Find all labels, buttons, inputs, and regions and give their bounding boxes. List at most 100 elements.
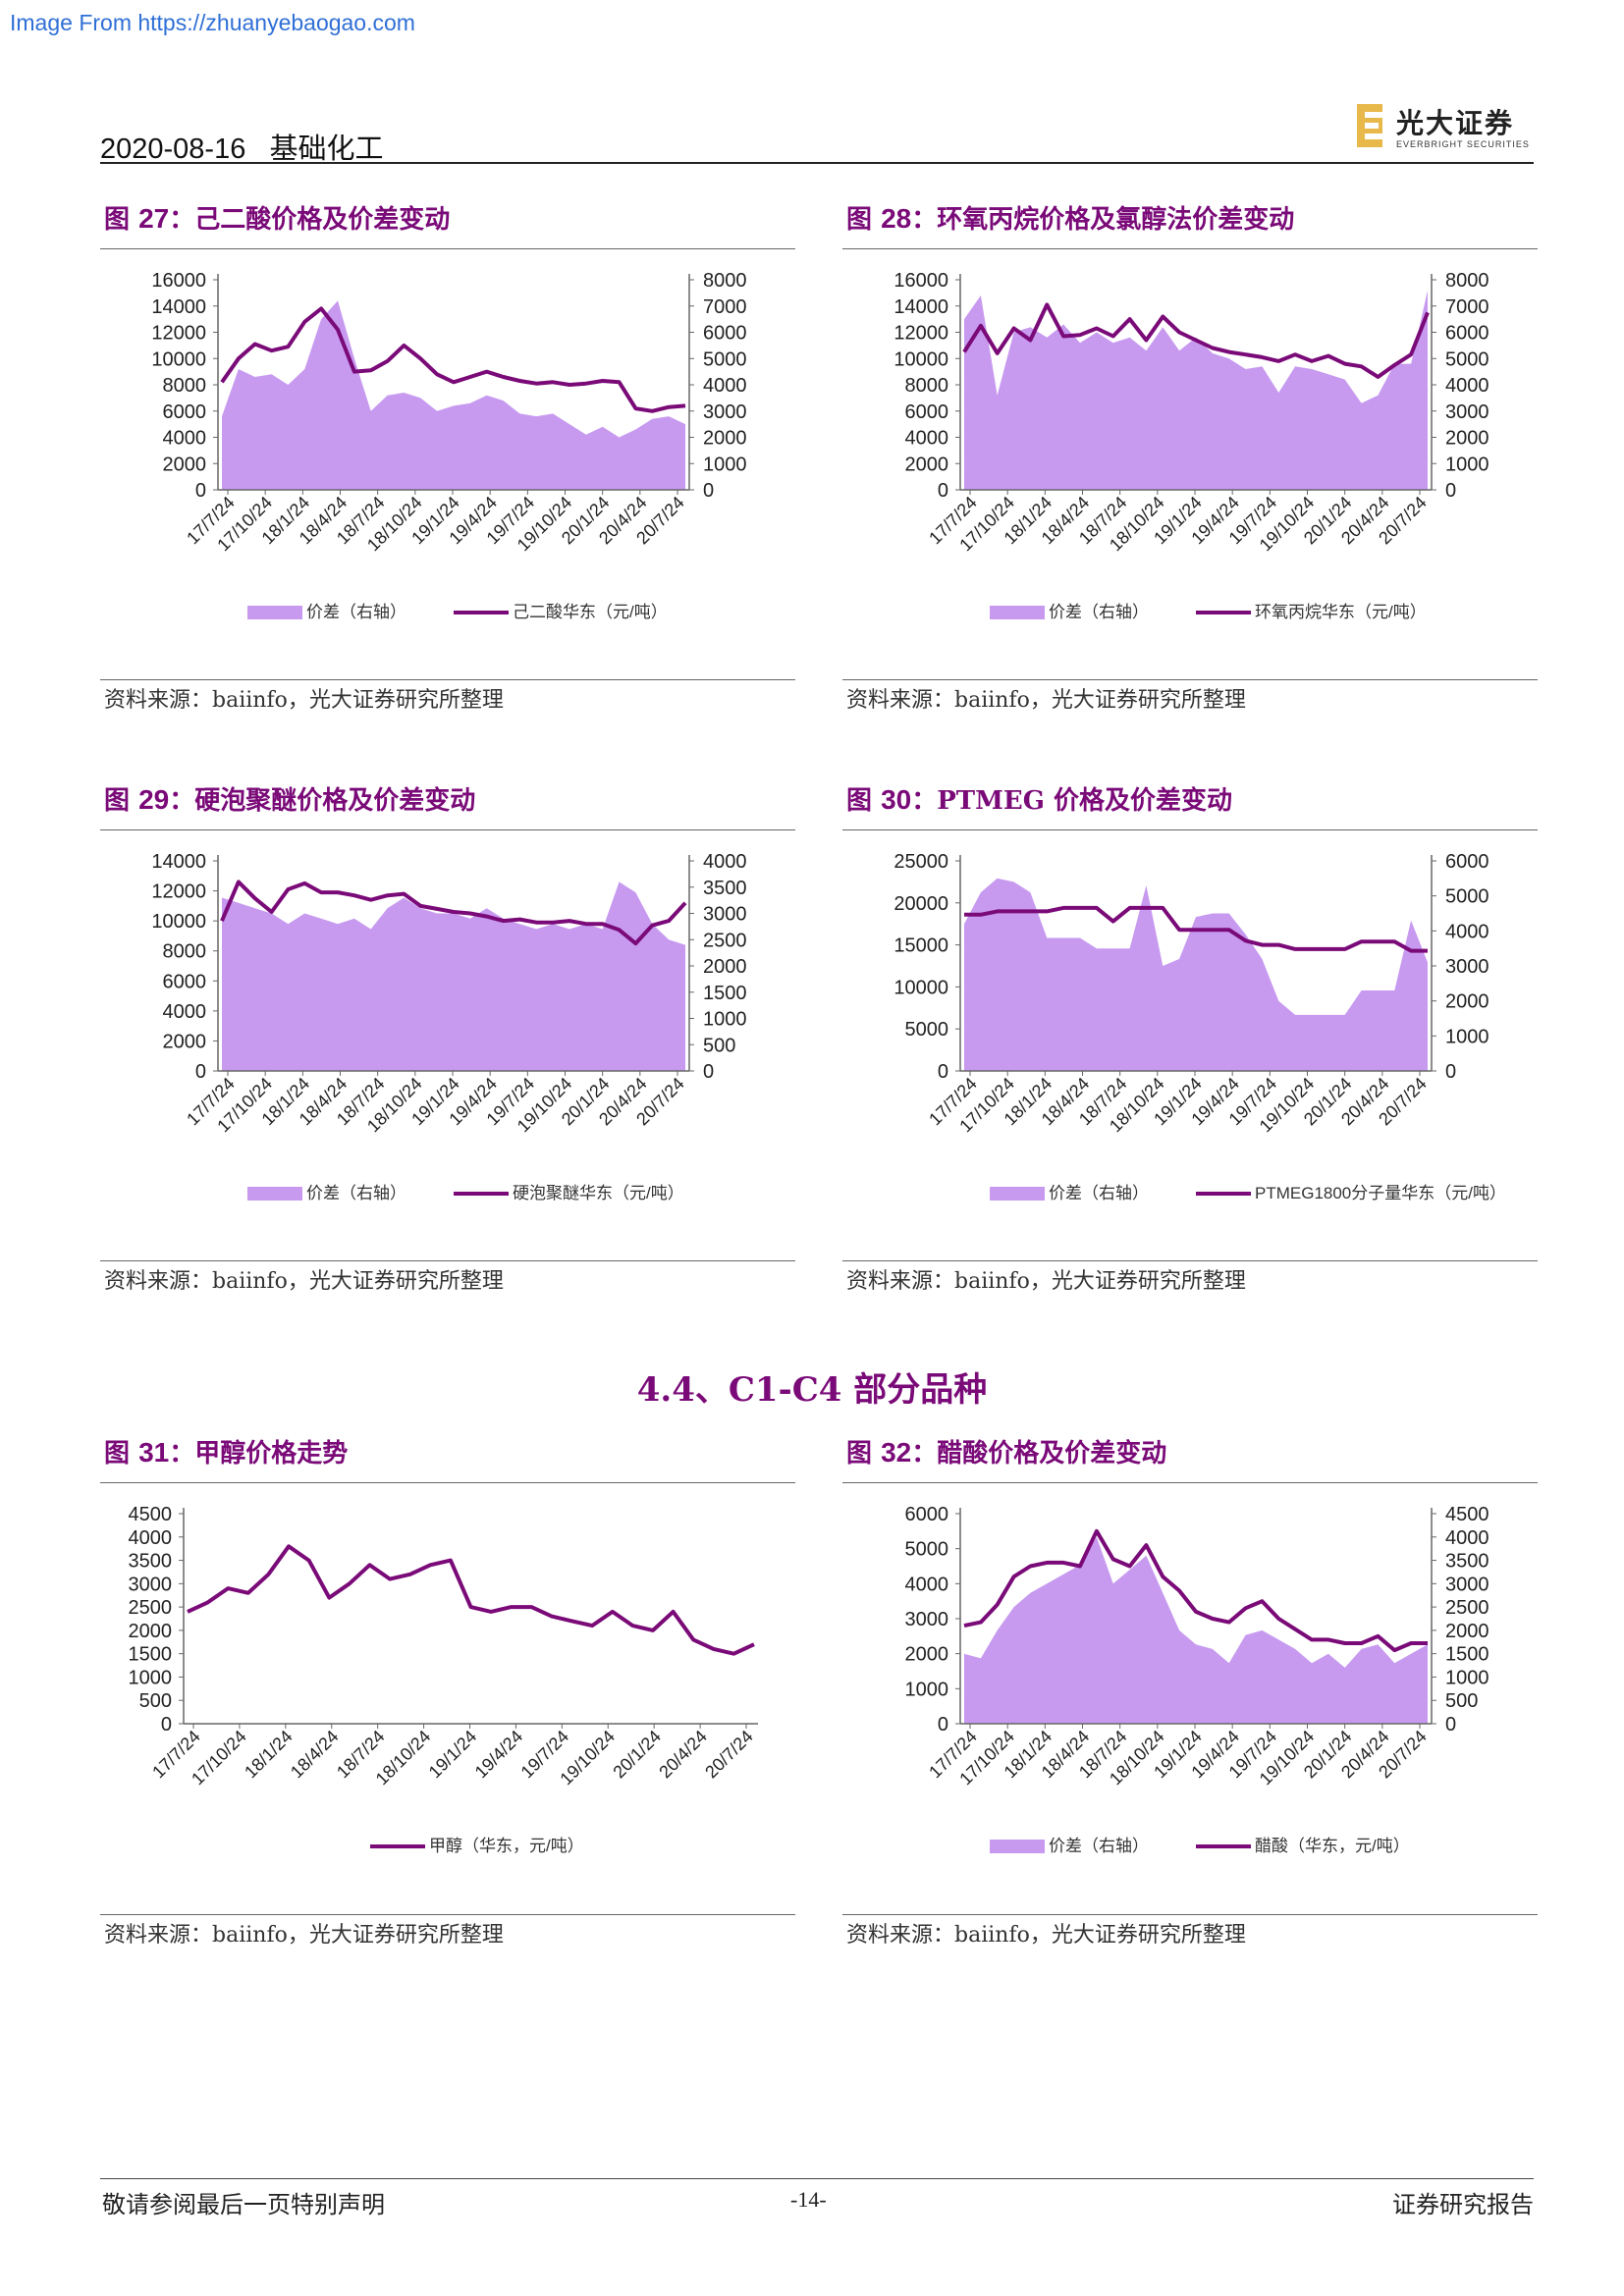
figure-bottom-rule xyxy=(842,679,1538,680)
figure-label: 图 xyxy=(104,205,131,235)
figure-title-text: 甲醇价格走势 xyxy=(194,1439,349,1468)
figure-label: 图 xyxy=(846,1439,873,1468)
figure-title: 图 29：硬泡聚醚价格及价差变动 xyxy=(104,784,476,816)
y-left-tick-label: 2000 xyxy=(129,1621,173,1642)
legend-area-label: 价差（右轴） xyxy=(1049,1184,1149,1202)
figure-32: 图 32：醋酸价格及价差变动 0 1000 2000 3000 4000 5000 6000… xyxy=(842,1433,1538,1953)
legend-area-swatch xyxy=(247,606,302,619)
chart-adipic-acid: 0 2000 4000 6000 8000 10000 12000 14000 16000 0 10… xyxy=(151,270,747,621)
y-right-tick-label: 2000 xyxy=(1445,428,1489,450)
figure-source: 资料来源：baiinfo，光大证券研究所整理 xyxy=(104,1269,504,1294)
y-left-tick-label: 8000 xyxy=(163,941,207,963)
y-right-tick-label: 3500 xyxy=(1445,1551,1489,1573)
y-left-tick-label: 2000 xyxy=(905,454,949,475)
watermark-link[interactable]: Image From https://zhuanyebaogao.com xyxy=(10,10,415,35)
y-right-tick-label: 7000 xyxy=(1445,296,1489,318)
y-left-tick-label: 2500 xyxy=(129,1597,173,1619)
y-right-tick-label: 2500 xyxy=(703,930,747,951)
y-left-tick-label: 6000 xyxy=(163,401,207,423)
y-right-tick-label: 1000 xyxy=(1445,454,1489,475)
y-left-tick-label: 3500 xyxy=(129,1551,173,1573)
figure-title-text: 硬泡聚醚价格及价差变动 xyxy=(194,786,476,816)
figure-30: 图 30：PTMEG 价格及价差变动 0 5000 10000 15000 20000 2… xyxy=(842,780,1538,1301)
figure-number: 27 xyxy=(138,203,170,234)
legend-line-label: PTMEG1800分子量华东（元/吨） xyxy=(1255,1184,1506,1202)
figure-label: 图 xyxy=(104,1439,131,1468)
y-left-tick-label: 6000 xyxy=(905,401,949,423)
series-area-0 xyxy=(222,881,685,1071)
y-left-tick-label: 0 xyxy=(195,1061,206,1083)
series-line-0 xyxy=(187,1544,755,1656)
figure-top-rule xyxy=(842,248,1538,249)
figure-bottom-rule xyxy=(100,1260,795,1261)
figure-source: 资料来源：baiinfo，光大证券研究所整理 xyxy=(846,1923,1246,1948)
figure-title: 图 27：己二酸价格及价差变动 xyxy=(104,203,451,235)
y-left-tick-label: 16000 xyxy=(151,270,206,292)
y-right-tick-label: 500 xyxy=(1445,1690,1478,1712)
y-left-tick-label: 5000 xyxy=(905,1019,949,1041)
y-right-tick-label: 4000 xyxy=(703,851,747,873)
y-left-tick-label: 20000 xyxy=(893,893,948,915)
y-right-tick-label: 0 xyxy=(1445,480,1456,502)
y-left-tick-label: 0 xyxy=(938,1061,948,1083)
legend-area-swatch xyxy=(990,1187,1045,1201)
x-tick-label: 19/4/24 xyxy=(471,1727,527,1783)
figure-label: 图 xyxy=(846,786,873,816)
figure-title: 图 30：PTMEG 价格及价差变动 xyxy=(846,784,1233,816)
figure-number: 28 xyxy=(881,203,912,234)
y-right-tick-label: 1000 xyxy=(703,1009,747,1031)
x-tick-label: 20/4/24 xyxy=(655,1727,711,1783)
y-right-tick-label: 2000 xyxy=(1445,991,1489,1013)
section-heading: 4.4、C1-C4 部分品种 xyxy=(636,1370,988,1410)
legend-line-label: 醋酸（华东，元/吨） xyxy=(1255,1837,1410,1855)
y-left-tick-label: 14000 xyxy=(151,296,206,318)
y-left-tick-label: 8000 xyxy=(163,375,207,397)
y-left-tick-label: 15000 xyxy=(893,935,948,957)
y-right-tick-label: 5000 xyxy=(1445,348,1489,370)
y-left-tick-label: 10000 xyxy=(893,977,948,998)
y-left-tick-label: 25000 xyxy=(893,851,948,873)
series-area-0 xyxy=(222,300,685,490)
y-right-tick-label: 7000 xyxy=(703,296,747,318)
series-area-0 xyxy=(964,1536,1428,1724)
y-right-tick-label: 2000 xyxy=(703,956,747,978)
y-right-tick-label: 8000 xyxy=(1445,270,1489,292)
page-number: -14- xyxy=(790,2187,827,2212)
x-tick-label: 19/1/24 xyxy=(425,1727,481,1783)
y-left-tick-label: 3000 xyxy=(905,1609,949,1630)
legend-line-label: 己二酸华东（元/吨） xyxy=(513,603,668,621)
y-right-tick-label: 8000 xyxy=(703,270,747,292)
figure-title: 图 31：甲醇价格走势 xyxy=(104,1437,349,1468)
y-left-tick-label: 4000 xyxy=(905,428,949,450)
chart-ptmeg: 0 5000 10000 15000 20000 25000 0 1000 2000 3000 40… xyxy=(893,851,1506,1202)
series-line-1 xyxy=(220,306,686,413)
y-left-tick-label: 6000 xyxy=(163,971,207,992)
y-right-tick-label: 6000 xyxy=(703,323,747,345)
y-right-tick-label: 4000 xyxy=(1445,375,1489,397)
y-left-tick-label: 1000 xyxy=(905,1679,949,1700)
y-left-tick-label: 2000 xyxy=(163,1031,207,1052)
y-left-tick-label: 4500 xyxy=(129,1504,173,1525)
y-right-tick-label: 1500 xyxy=(703,983,747,1004)
figure-bottom-rule xyxy=(100,1914,795,1915)
y-left-tick-label: 10000 xyxy=(151,911,206,933)
y-right-tick-label: 0 xyxy=(703,480,714,502)
y-left-tick-label: 4000 xyxy=(163,428,207,450)
figure-title: 图 32：醋酸价格及价差变动 xyxy=(846,1437,1167,1468)
figure-bottom-rule xyxy=(842,1914,1538,1915)
header-date-sector: 2020-08-16 基础化工 xyxy=(100,126,384,167)
y-right-tick-label: 0 xyxy=(1445,1714,1456,1735)
y-left-tick-label: 4000 xyxy=(129,1527,173,1549)
y-right-tick-label: 3000 xyxy=(1445,401,1489,423)
y-right-tick-label: 3000 xyxy=(1445,1574,1489,1595)
figure-top-rule xyxy=(842,1482,1538,1483)
y-right-tick-label: 2000 xyxy=(1445,1621,1489,1642)
y-right-tick-label: 3000 xyxy=(703,904,747,926)
figure-bottom-rule xyxy=(842,1260,1538,1261)
y-left-tick-label: 12000 xyxy=(151,881,206,903)
figure-label: 图 xyxy=(104,786,131,816)
chart-methanol: 05001000150020002500300035004000450017/7… xyxy=(129,1504,758,1855)
y-left-tick-label: 10000 xyxy=(893,348,948,370)
y-left-tick-label: 1500 xyxy=(129,1644,173,1666)
figure-top-rule xyxy=(100,829,795,830)
